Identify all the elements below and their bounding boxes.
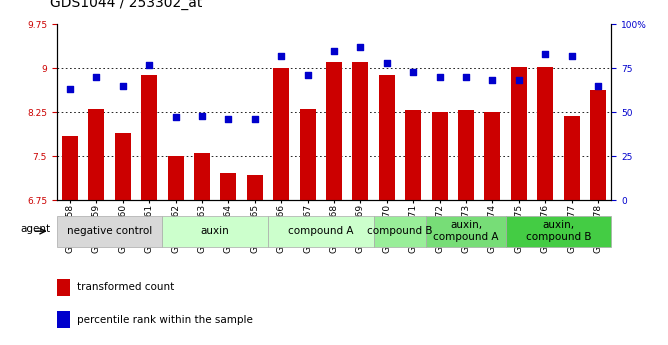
Bar [426, 216, 506, 247]
Point [118, 83, 128, 89]
Bar [273, 68, 289, 200]
Point [461, 74, 472, 80]
Bar [373, 216, 426, 247]
Bar [511, 67, 527, 200]
Text: auxin,
compound B: auxin, compound B [526, 220, 591, 242]
Point [408, 69, 419, 75]
Bar [141, 75, 157, 200]
Text: auxin: auxin [201, 226, 230, 236]
Text: percentile rank within the sample: percentile rank within the sample [77, 315, 253, 325]
Text: auxin,
compound A: auxin, compound A [434, 220, 499, 242]
Bar [62, 136, 78, 200]
Bar [168, 156, 184, 200]
Bar [379, 75, 395, 200]
Point [540, 51, 550, 57]
Bar [326, 62, 342, 200]
Point [91, 74, 102, 80]
Point [249, 116, 260, 122]
Bar [564, 116, 580, 200]
Bar [57, 279, 70, 296]
Bar [353, 62, 368, 200]
Point [593, 83, 603, 89]
Bar [247, 175, 263, 200]
Bar [300, 109, 315, 200]
Bar [506, 216, 611, 247]
Point [329, 48, 339, 53]
Bar [590, 90, 606, 200]
Text: negative control: negative control [67, 226, 152, 236]
Point [302, 72, 313, 78]
Point [355, 44, 366, 50]
Point [487, 78, 498, 83]
Text: compound A: compound A [288, 226, 353, 236]
Point [276, 53, 287, 59]
Bar [162, 216, 268, 247]
Bar [57, 311, 70, 328]
Text: GDS1044 / 253302_at: GDS1044 / 253302_at [50, 0, 202, 10]
Bar [432, 112, 448, 200]
Point [514, 78, 524, 83]
Bar [220, 172, 236, 200]
Bar [88, 109, 104, 200]
Bar [268, 216, 373, 247]
Point [566, 53, 577, 59]
Bar [458, 110, 474, 200]
Text: agent: agent [20, 225, 50, 234]
Point [434, 74, 445, 80]
Point [381, 60, 392, 66]
Text: transformed count: transformed count [77, 283, 174, 293]
Point [223, 116, 234, 122]
Bar [484, 112, 500, 200]
Bar [57, 216, 162, 247]
Bar [537, 67, 553, 200]
Bar [115, 133, 131, 200]
Point [170, 115, 181, 120]
Point [144, 62, 154, 67]
Point [65, 87, 75, 92]
Text: compound B: compound B [367, 226, 433, 236]
Point [196, 113, 207, 118]
Bar [194, 153, 210, 200]
Bar [405, 110, 421, 200]
